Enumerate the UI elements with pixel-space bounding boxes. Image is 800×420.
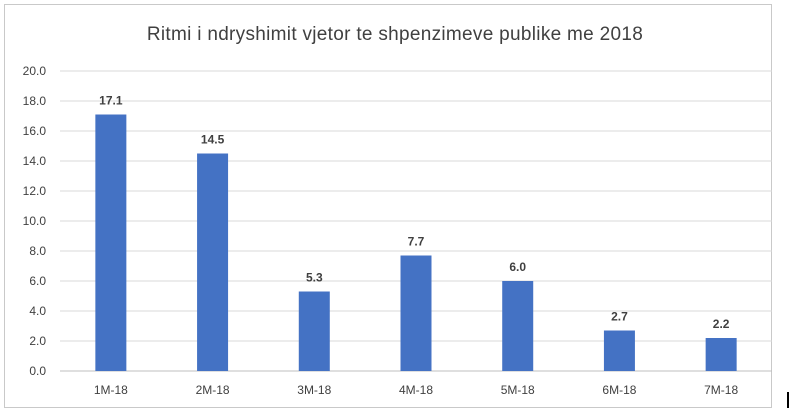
- bar-3M-18: [298, 291, 330, 371]
- bar-2M-18: [197, 153, 229, 371]
- data-label: 5.3: [306, 271, 323, 285]
- bar-1M-18: [95, 114, 127, 371]
- y-tick-label: 14.0: [23, 154, 47, 168]
- gridlines: [60, 70, 772, 372]
- y-tick-label: 8.0: [29, 244, 46, 258]
- y-axis-ticks: 0.0 2.0 4.0 6.0 8.0 10.0 12.0 14.0 16.0 18.0 20.0: [23, 64, 47, 378]
- y-tick-label: 18.0: [23, 94, 47, 108]
- x-tick-label: 6M-18: [602, 383, 636, 397]
- data-label: 7.7: [408, 235, 425, 249]
- chart-title: Ritmi i ndryshimit vjetor te shpenzimeve…: [146, 24, 644, 45]
- data-labels: 17.1 14.5 5.3 7.7 6.0 2.7 2.2: [99, 94, 730, 332]
- x-tick-label: 1M-18: [94, 383, 128, 397]
- y-tick-label: 4.0: [29, 304, 46, 318]
- y-tick-label: 2.0: [29, 334, 46, 348]
- x-tick-label: 7M-18: [704, 383, 738, 397]
- x-tick-label: 3M-18: [297, 383, 331, 397]
- x-tick-label: 4M-18: [399, 383, 433, 397]
- y-tick-label: 20.0: [23, 64, 47, 78]
- data-label: 6.0: [509, 260, 526, 274]
- bar-6M-18: [603, 330, 635, 371]
- data-label: 14.5: [201, 133, 225, 147]
- bar-7M-18: [705, 338, 737, 371]
- data-label: 17.1: [99, 94, 123, 108]
- y-tick-label: 0.0: [29, 364, 46, 378]
- y-tick-label: 10.0: [23, 214, 47, 228]
- bar-4M-18: [400, 255, 432, 371]
- data-label: 2.7: [611, 310, 628, 324]
- x-tick-label: 2M-18: [196, 383, 230, 397]
- y-tick-label: 12.0: [23, 184, 47, 198]
- data-label: 2.2: [713, 317, 730, 331]
- x-tick-label: 5M-18: [501, 383, 535, 397]
- edge-marker: [787, 392, 789, 408]
- y-tick-label: 6.0: [29, 274, 46, 288]
- bar-5M-18: [502, 281, 534, 371]
- bars: [95, 114, 737, 371]
- x-axis-ticks: 1M-18 2M-18 3M-18 4M-18 5M-18 6M-18 7M-18: [94, 383, 739, 397]
- y-tick-label: 16.0: [23, 124, 47, 138]
